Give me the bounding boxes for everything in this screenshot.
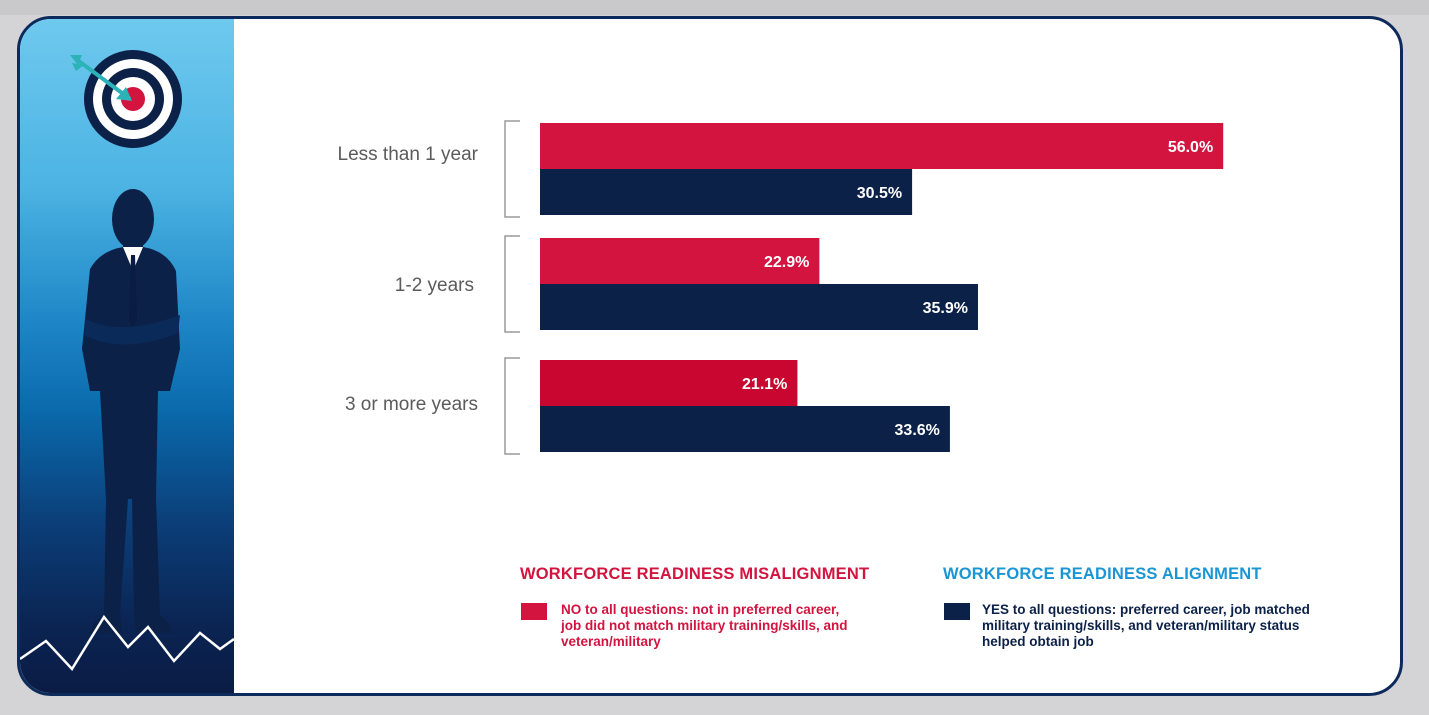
category-label: 3 or more years (344, 394, 478, 415)
illustration-svg (20, 50, 234, 672)
bar-misalignment (540, 238, 820, 284)
side-illustration (20, 19, 234, 693)
bar-value-label: 56.0% (1168, 139, 1213, 156)
legend-swatch-misalignment (521, 603, 547, 620)
chart-card: 56.0% 30.5% 22.9% 35.9% 21.1% 33.6% Less than… (17, 16, 1403, 696)
category-label: 1-2 years (394, 275, 474, 296)
category-bracket (504, 120, 520, 218)
bar-misalignment (540, 360, 798, 406)
category-bracket (504, 235, 520, 333)
businessman-silhouette (82, 189, 180, 633)
bar-value-label: 30.5% (857, 185, 902, 202)
legend-text-alignment: YES to all questions: preferred career, … (982, 602, 1310, 649)
bar-misalignment (540, 123, 1224, 169)
category-label: Less than 1 year (337, 144, 478, 165)
bar-alignment (540, 406, 950, 452)
legend-swatch-alignment (944, 603, 970, 620)
bar-alignment (540, 169, 913, 215)
bar-value-label: 22.9% (764, 254, 809, 271)
legend-text-misalignment: NO to all questions: not in preferred ca… (561, 602, 848, 649)
legend-title-misalignment: WORKFORCE READINESS MISALIGNMENT (520, 565, 870, 583)
bar-value-label: 35.9% (923, 300, 968, 317)
bar-alignment (540, 284, 978, 330)
category-bracket (504, 357, 520, 455)
bar-value-label: 21.1% (742, 376, 787, 393)
arrow-icon (70, 55, 132, 101)
legend-title-alignment: WORKFORCE READINESS ALIGNMENT (943, 565, 1262, 583)
zigzag-line-icon (20, 614, 234, 672)
bar-chart: 56.0% 30.5% 22.9% 35.9% 21.1% 33.6% (504, 120, 1224, 455)
bar-value-label: 33.6% (895, 422, 940, 439)
top-strip (0, 0, 1429, 15)
